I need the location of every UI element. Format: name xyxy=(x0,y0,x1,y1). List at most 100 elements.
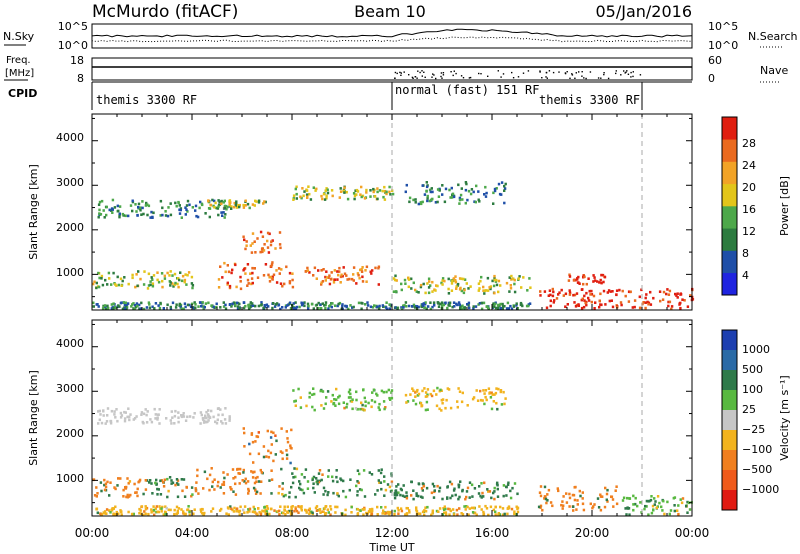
power-cell xyxy=(343,186,346,189)
power-cell xyxy=(450,289,454,292)
power-cell xyxy=(475,184,478,188)
velocity-cell xyxy=(537,505,541,509)
velocity-cell xyxy=(128,480,132,483)
velocity-cell xyxy=(460,400,464,404)
velocity-cell xyxy=(289,444,292,447)
velocity-cell xyxy=(423,513,426,517)
velocity-cell xyxy=(216,418,219,422)
power-cell xyxy=(107,306,110,310)
velocity-cell xyxy=(219,408,222,411)
velocity-cell xyxy=(424,391,428,394)
velocity-ytick-4000: 4000 xyxy=(56,337,84,350)
velocity-cell xyxy=(426,505,429,509)
velocity-cell xyxy=(222,471,225,474)
velocity-cell xyxy=(656,495,660,498)
power-cell xyxy=(129,204,133,207)
power-cell xyxy=(352,266,356,269)
velocity-cell xyxy=(368,471,371,474)
velocity-cell xyxy=(380,487,383,491)
power-cell xyxy=(190,282,194,285)
power-cell xyxy=(350,277,354,281)
nave-point xyxy=(541,77,543,79)
power-cell xyxy=(404,282,407,285)
velocity-cell xyxy=(374,493,377,496)
velocity-colorbar-swatch xyxy=(722,410,737,431)
velocity-cell xyxy=(487,387,491,390)
power-cell xyxy=(507,307,511,310)
power-cell xyxy=(133,307,136,311)
velocity-cell xyxy=(299,488,302,491)
power-cell xyxy=(242,206,246,209)
velocity-cell xyxy=(478,485,481,488)
velocity-cell xyxy=(459,480,462,483)
power-cell xyxy=(119,277,123,281)
velocity-cell xyxy=(221,413,224,417)
power-cell xyxy=(279,282,283,285)
power-cell xyxy=(271,306,274,310)
power-cell xyxy=(263,304,266,307)
velocity-cell xyxy=(367,510,371,513)
power-cell xyxy=(149,283,152,287)
power-cell xyxy=(402,306,405,309)
power-cell xyxy=(427,305,430,308)
power-cell xyxy=(581,297,584,301)
power-cell xyxy=(417,202,420,206)
velocity-cell xyxy=(130,512,134,516)
velocity-cell xyxy=(669,509,673,512)
velocity-cell xyxy=(673,504,676,507)
velocity-cell xyxy=(231,468,235,471)
power-cell xyxy=(321,302,324,305)
nave-point xyxy=(480,73,482,75)
power-cell xyxy=(247,303,250,307)
power-cell xyxy=(234,304,237,307)
power-cell xyxy=(139,307,142,310)
velocity-cell xyxy=(109,419,112,423)
power-cell xyxy=(515,304,518,307)
power-cell xyxy=(359,268,362,272)
velocity-cell xyxy=(176,509,179,513)
velocity-cell xyxy=(167,508,170,512)
velocity-cell xyxy=(400,509,404,513)
velocity-cell xyxy=(183,495,187,498)
velocity-cell xyxy=(396,506,399,510)
power-heatmap xyxy=(92,181,695,311)
power-cell xyxy=(421,184,424,187)
power-cell xyxy=(576,278,579,281)
velocity-cell xyxy=(390,396,394,400)
velocity-cell xyxy=(311,511,314,515)
power-cell xyxy=(307,304,310,308)
power-cell xyxy=(395,279,398,282)
power-cell xyxy=(575,292,579,295)
velocity-cell xyxy=(281,457,284,461)
power-cell xyxy=(592,294,596,298)
power-cell xyxy=(175,204,178,208)
velocity-cell xyxy=(382,400,386,403)
velocity-cell xyxy=(483,481,486,485)
velocity-cell xyxy=(99,481,103,484)
velocity-cell xyxy=(402,484,405,487)
power-cell xyxy=(235,206,239,209)
power-cell xyxy=(263,200,266,203)
velocity-cell xyxy=(488,490,492,493)
power-cell xyxy=(164,210,167,213)
power-cell xyxy=(450,186,453,190)
velocity-cell xyxy=(412,489,415,492)
velocity-cell xyxy=(490,496,493,500)
velocity-cell xyxy=(337,402,341,406)
power-cell xyxy=(222,305,226,308)
power-cell xyxy=(254,251,257,254)
velocity-cell xyxy=(498,513,502,516)
power-cell xyxy=(443,200,447,204)
power-cell xyxy=(325,270,328,273)
velocity-cell xyxy=(158,408,161,411)
velocity-cell xyxy=(334,505,337,509)
power-cell xyxy=(239,275,242,279)
velocity-cell xyxy=(621,499,625,502)
power-cell xyxy=(480,275,483,279)
velocity-cell xyxy=(129,413,132,416)
velocity-cell xyxy=(410,494,413,497)
power-cell xyxy=(385,301,388,304)
velocity-cell xyxy=(107,509,111,512)
velocity-cell xyxy=(183,512,186,516)
power-cell xyxy=(422,302,425,305)
